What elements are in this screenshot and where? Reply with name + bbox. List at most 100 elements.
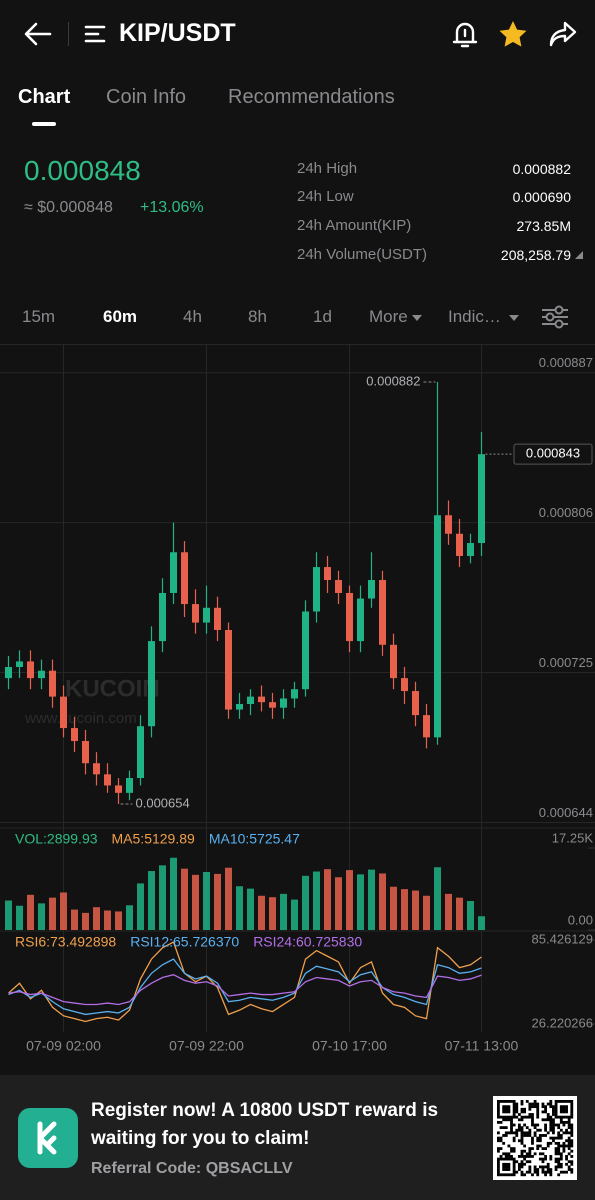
candle-body	[324, 567, 331, 581]
y-tick-label: 0.000806	[539, 505, 593, 520]
qr-module	[541, 1110, 545, 1114]
qr-module	[510, 1128, 513, 1132]
qr-module	[570, 1168, 574, 1171]
volume-bar	[104, 910, 111, 930]
share-button[interactable]	[548, 20, 578, 48]
qr-module	[497, 1170, 500, 1174]
qr-module	[559, 1162, 563, 1166]
volume-bar	[368, 869, 375, 930]
qr-module	[557, 1131, 561, 1135]
qr-module	[565, 1144, 568, 1148]
qr-module	[507, 1118, 511, 1122]
candle-body	[357, 598, 364, 642]
qr-module	[531, 1115, 534, 1119]
back-button[interactable]	[22, 20, 54, 48]
tab[interactable]: Chart	[18, 86, 71, 108]
qr-module	[549, 1100, 553, 1103]
qr-module	[531, 1120, 534, 1124]
qr-module	[517, 1118, 521, 1122]
alert-button[interactable]	[452, 20, 478, 48]
qr-module	[525, 1160, 529, 1164]
candle-body	[192, 604, 199, 623]
qr-module	[536, 1128, 540, 1132]
qr-module	[544, 1107, 547, 1111]
candle-body	[412, 691, 419, 716]
qr-module	[528, 1131, 532, 1135]
qr-module	[557, 1126, 561, 1130]
qr-module	[520, 1136, 524, 1140]
qr-module	[567, 1115, 571, 1119]
qr-module	[541, 1168, 545, 1171]
indicator-menu[interactable]: Indic…	[448, 307, 519, 327]
qr-module	[562, 1170, 566, 1174]
candle-body	[82, 741, 89, 764]
tab[interactable]: Recommendations	[228, 86, 395, 108]
tab-indicator	[32, 122, 56, 126]
stat-label: 24h Amount(KIP)	[297, 217, 412, 234]
qr-module	[536, 1170, 540, 1174]
qr-module	[570, 1107, 574, 1111]
volume-bar	[401, 889, 408, 930]
favorite-button[interactable]	[498, 20, 528, 48]
settings-button[interactable]	[540, 304, 570, 330]
volume-bar	[357, 874, 364, 930]
qr-module	[562, 1107, 566, 1111]
more-menu[interactable]: More	[369, 307, 422, 327]
qr-module	[507, 1115, 511, 1119]
expand-icon[interactable]	[575, 251, 583, 259]
qr-module	[554, 1136, 558, 1140]
volume-bar	[269, 897, 276, 930]
qr-module	[570, 1123, 574, 1127]
qr-module	[570, 1126, 574, 1130]
qr-module	[520, 1100, 524, 1103]
qr-module	[544, 1155, 547, 1158]
qr-module	[559, 1115, 563, 1119]
qr-module	[504, 1115, 508, 1119]
qr-module	[531, 1141, 534, 1145]
qr-module	[528, 1115, 532, 1119]
qr-module	[559, 1165, 563, 1169]
candle-body	[291, 689, 298, 699]
volume-bar	[126, 905, 133, 930]
interval[interactable]: 4h	[183, 307, 202, 326]
interval[interactable]: 15m	[22, 307, 56, 326]
qr-module	[546, 1165, 550, 1169]
interval[interactable]: 60m	[103, 307, 138, 326]
qr-module	[559, 1155, 563, 1158]
qr-module	[525, 1115, 529, 1119]
volume-bar	[390, 886, 397, 930]
dropdown-icon	[411, 314, 422, 321]
qr-module	[497, 1139, 500, 1143]
qr-module	[497, 1165, 500, 1169]
qr-module	[523, 1149, 527, 1153]
qr-module	[554, 1105, 558, 1109]
qr-module	[517, 1139, 521, 1143]
qr-module	[570, 1139, 574, 1143]
qr-module	[520, 1131, 524, 1135]
menu-button[interactable]	[84, 24, 108, 44]
qr-module	[549, 1128, 553, 1132]
qr-module	[559, 1134, 563, 1137]
qr-module	[497, 1149, 500, 1153]
qr-module	[525, 1131, 529, 1135]
qr-module	[510, 1120, 513, 1124]
interval[interactable]: 1d	[313, 307, 332, 326]
interval[interactable]: 8h	[248, 307, 267, 326]
rsi-line	[8, 941, 482, 1023]
qr-module	[520, 1155, 524, 1158]
price-change: +13.06%	[140, 199, 204, 216]
qr-module	[554, 1115, 558, 1119]
qr-module	[497, 1115, 500, 1119]
qr-module	[512, 1173, 516, 1177]
candle-body	[16, 661, 23, 667]
qr-module	[538, 1144, 542, 1148]
qr-module	[536, 1115, 540, 1119]
qr-module	[538, 1139, 542, 1143]
qr-module	[512, 1123, 516, 1127]
tab[interactable]: Coin Info	[106, 86, 187, 108]
volume-bar	[478, 916, 485, 930]
qr-module	[512, 1102, 516, 1106]
qr-module	[512, 1147, 516, 1150]
qr-module	[497, 1157, 500, 1161]
volume-bar	[236, 886, 243, 930]
